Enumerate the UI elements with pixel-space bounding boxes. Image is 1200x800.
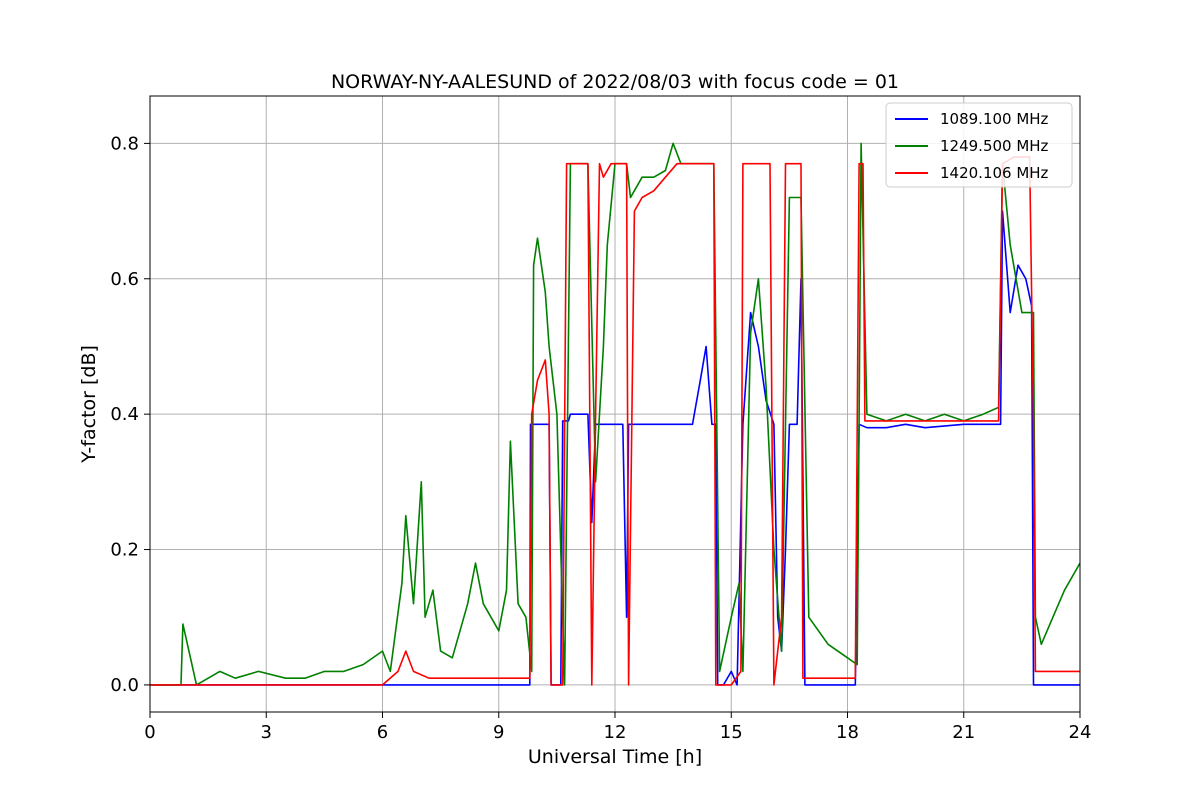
series-layer <box>150 142 1081 686</box>
y-axis-label: Y-factor [dB] <box>78 345 100 464</box>
chart-title: NORWAY-NY-AALESUND of 2022/08/03 with fo… <box>331 71 899 93</box>
x-tick-label: 0 <box>144 722 155 743</box>
ticks: 0 3 6 9 12 15 18 21 24 0.0 0.2 0.4 0.6 0.8 <box>110 133 1091 743</box>
x-tick-label: 9 <box>493 722 504 743</box>
x-axis-label: Universal Time [h] <box>528 746 702 768</box>
legend: 1089.100 MHz 1249.500 MHz 1420.106 MHz <box>885 102 1073 188</box>
x-tick-label: 18 <box>836 722 859 743</box>
x-tick-label: 21 <box>952 722 975 743</box>
legend-box <box>885 102 1073 188</box>
y-tick-label: 0.0 <box>110 675 139 696</box>
x-tick-label: 15 <box>720 722 743 743</box>
series-line <box>150 210 1080 686</box>
y-tick-label: 0.6 <box>110 269 139 290</box>
legend-label: 1249.500 MHz <box>940 137 1049 155</box>
legend-label: 1089.100 MHz <box>940 110 1049 128</box>
x-tick-label: 6 <box>377 722 388 743</box>
y-tick-label: 0.4 <box>110 404 139 425</box>
plot-area: 0 3 6 9 12 15 18 21 24 0.0 0.2 0.4 0.6 0.8 <box>110 95 1091 743</box>
series-line <box>150 156 1080 686</box>
x-tick-label: 3 <box>261 722 272 743</box>
grid <box>149 96 1081 712</box>
x-tick-label: 12 <box>604 722 627 743</box>
y-tick-label: 0.8 <box>110 133 139 154</box>
x-tick-label: 24 <box>1069 722 1092 743</box>
legend-label: 1420.106 MHz <box>940 164 1049 182</box>
y-tick-label: 0.2 <box>110 540 139 561</box>
